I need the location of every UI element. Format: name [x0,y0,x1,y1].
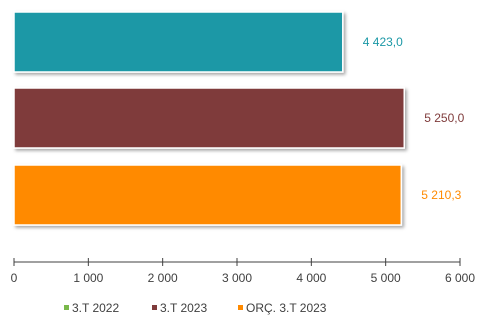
x-tick-label: 3 000 [222,271,252,285]
data-label: 5 210,3 [421,188,461,202]
data-label: 4 423,0 [363,35,403,49]
x-tick-label: 0 [11,271,18,285]
bar-3-t-2023 [13,87,405,149]
bar-3-t-2022 [13,11,344,73]
legend-label: ORÇ. 3.T 2023 [246,301,327,315]
x-tick-label: 2 000 [148,271,178,285]
legend-swatch [152,305,157,310]
legend-swatch [64,305,69,310]
x-tick-label: 4 000 [296,271,326,285]
legend-label: 3.T 2023 [160,301,207,315]
x-tick-label: 5 000 [371,271,401,285]
legend-label: 3.T 2022 [72,301,119,315]
data-label: 5 250,0 [424,111,464,125]
legend-swatch [238,305,243,310]
x-tick-label: 6 000 [445,271,475,285]
bar-or-3-t-2023 [13,164,403,226]
x-axis: 0 1 000 2 000 3 000 4 000 5 000 6 000 [11,258,475,285]
x-tick-label: 1 000 [73,271,103,285]
legend: 3.T 2022 3.T 2023 ORÇ. 3.T 2023 [64,301,327,315]
